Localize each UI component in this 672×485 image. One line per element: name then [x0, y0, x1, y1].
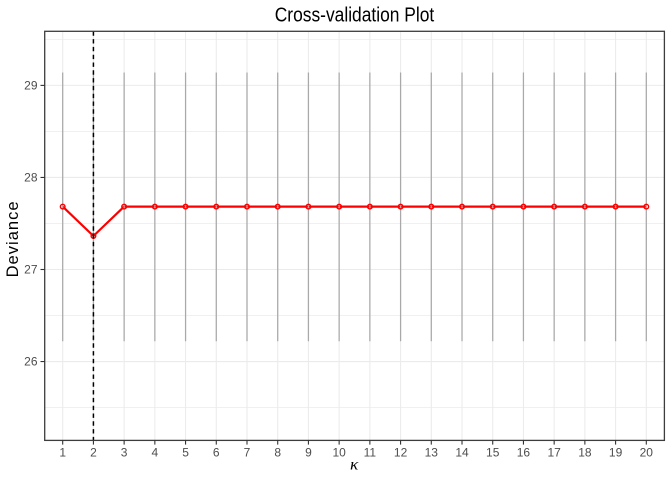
svg-text:9: 9 — [305, 446, 312, 460]
svg-text:18: 18 — [578, 446, 592, 460]
svg-text:13: 13 — [425, 446, 439, 460]
svg-text:28: 28 — [24, 170, 38, 184]
svg-text:20: 20 — [640, 446, 654, 460]
svg-text:2: 2 — [90, 446, 97, 460]
svg-text:26: 26 — [24, 355, 38, 369]
svg-text:27: 27 — [24, 263, 38, 277]
svg-text:12: 12 — [394, 446, 408, 460]
svg-text:19: 19 — [609, 446, 623, 460]
svg-text:5: 5 — [182, 446, 189, 460]
svg-text:4: 4 — [152, 446, 159, 460]
svg-text:κ: κ — [350, 455, 359, 473]
svg-text:11: 11 — [364, 446, 377, 460]
svg-text:Cross-validation Plot: Cross-validation Plot — [275, 5, 435, 27]
svg-text:15: 15 — [486, 446, 500, 460]
svg-text:17: 17 — [547, 446, 561, 460]
svg-text:16: 16 — [517, 446, 531, 460]
svg-text:1: 1 — [59, 446, 66, 460]
svg-text:3: 3 — [121, 446, 128, 460]
svg-text:10: 10 — [332, 446, 346, 460]
svg-text:29: 29 — [24, 78, 38, 92]
svg-text:7: 7 — [244, 446, 251, 460]
svg-text:Deviance: Deviance — [4, 201, 22, 277]
svg-text:14: 14 — [455, 446, 469, 460]
svg-text:6: 6 — [213, 446, 220, 460]
svg-text:8: 8 — [274, 446, 281, 460]
